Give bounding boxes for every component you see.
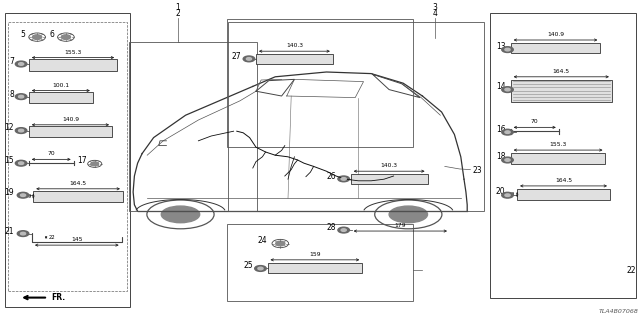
Circle shape [33, 35, 42, 39]
Bar [129, 42, 257, 211]
Text: 17: 17 [77, 156, 86, 165]
Circle shape [15, 160, 27, 166]
Circle shape [341, 229, 346, 231]
Bar [227, 224, 413, 301]
Text: 22: 22 [49, 235, 56, 240]
Circle shape [505, 131, 510, 133]
Text: 8: 8 [10, 90, 14, 99]
Bar [511, 43, 600, 53]
Circle shape [61, 35, 70, 39]
Bar [29, 92, 93, 103]
Circle shape [15, 128, 27, 133]
Text: 164.5: 164.5 [553, 69, 570, 74]
Text: 21: 21 [4, 227, 14, 236]
Circle shape [17, 192, 29, 198]
Bar [511, 80, 612, 102]
Circle shape [246, 58, 252, 60]
Text: 15: 15 [4, 156, 14, 165]
Text: 164.5: 164.5 [555, 178, 572, 183]
Bar [517, 189, 610, 200]
Text: 140.3: 140.3 [381, 163, 397, 168]
Text: FR.: FR. [51, 293, 65, 302]
Text: 4: 4 [433, 9, 438, 18]
Bar [5, 13, 130, 307]
Circle shape [502, 129, 513, 135]
Circle shape [19, 129, 24, 132]
Text: 70: 70 [47, 151, 55, 156]
Bar [227, 19, 413, 147]
Circle shape [255, 266, 266, 271]
Bar [490, 13, 636, 298]
Text: 9: 9 [28, 194, 31, 199]
Text: 145: 145 [71, 237, 83, 242]
Circle shape [19, 95, 24, 98]
Text: 22: 22 [626, 266, 636, 275]
Text: 25: 25 [243, 261, 253, 270]
Bar [228, 22, 484, 211]
Text: 155.3: 155.3 [550, 142, 566, 147]
Bar [511, 153, 605, 164]
Circle shape [19, 63, 24, 65]
Ellipse shape [161, 206, 200, 223]
Bar [268, 263, 362, 273]
Circle shape [91, 162, 99, 166]
Bar [351, 174, 428, 184]
Bar [256, 54, 333, 64]
Circle shape [505, 159, 510, 161]
Text: 164.5: 164.5 [70, 181, 86, 186]
Circle shape [502, 192, 513, 198]
Bar [33, 191, 123, 202]
Text: 9: 9 [511, 192, 514, 197]
Circle shape [502, 157, 513, 163]
Text: 5: 5 [20, 30, 26, 39]
Circle shape [276, 241, 285, 246]
Circle shape [243, 56, 255, 62]
Circle shape [19, 162, 24, 164]
Bar [29, 59, 117, 71]
Text: 70: 70 [531, 119, 538, 124]
Circle shape [505, 48, 510, 51]
Circle shape [505, 88, 510, 91]
Text: 155.3: 155.3 [65, 50, 81, 55]
Circle shape [17, 231, 29, 236]
Text: 20: 20 [496, 188, 506, 196]
Text: 3: 3 [433, 3, 438, 12]
Circle shape [502, 47, 513, 52]
Text: 1: 1 [175, 3, 180, 12]
Text: 140.3: 140.3 [286, 43, 303, 48]
Ellipse shape [389, 206, 428, 223]
Text: 2: 2 [175, 9, 180, 18]
Circle shape [505, 194, 510, 196]
Text: TLA4B07068: TLA4B07068 [599, 308, 639, 314]
Circle shape [15, 94, 27, 100]
Text: 24: 24 [258, 236, 268, 245]
Text: 27: 27 [232, 52, 241, 61]
Circle shape [15, 61, 27, 67]
Bar [29, 126, 112, 137]
Text: 159: 159 [309, 252, 321, 257]
Text: 14: 14 [496, 82, 506, 91]
Text: 16: 16 [496, 125, 506, 134]
Circle shape [258, 267, 263, 270]
Text: 18: 18 [496, 152, 506, 161]
Text: 23: 23 [472, 166, 482, 175]
Text: 140.9: 140.9 [547, 32, 564, 37]
Circle shape [20, 232, 26, 235]
Text: 7: 7 [9, 57, 14, 66]
Circle shape [502, 87, 513, 92]
Text: 6: 6 [49, 30, 54, 39]
Text: 28: 28 [326, 223, 336, 232]
Text: 100.1: 100.1 [52, 83, 69, 88]
Text: 19: 19 [4, 188, 14, 197]
Text: 140.9: 140.9 [62, 117, 79, 122]
Circle shape [20, 194, 26, 196]
Circle shape [338, 227, 349, 233]
Text: 13: 13 [496, 42, 506, 51]
Circle shape [338, 176, 349, 182]
Text: 26: 26 [326, 172, 336, 181]
Text: 12: 12 [4, 124, 14, 132]
Circle shape [341, 178, 346, 180]
Text: 179: 179 [395, 223, 406, 228]
Bar [8, 22, 127, 291]
